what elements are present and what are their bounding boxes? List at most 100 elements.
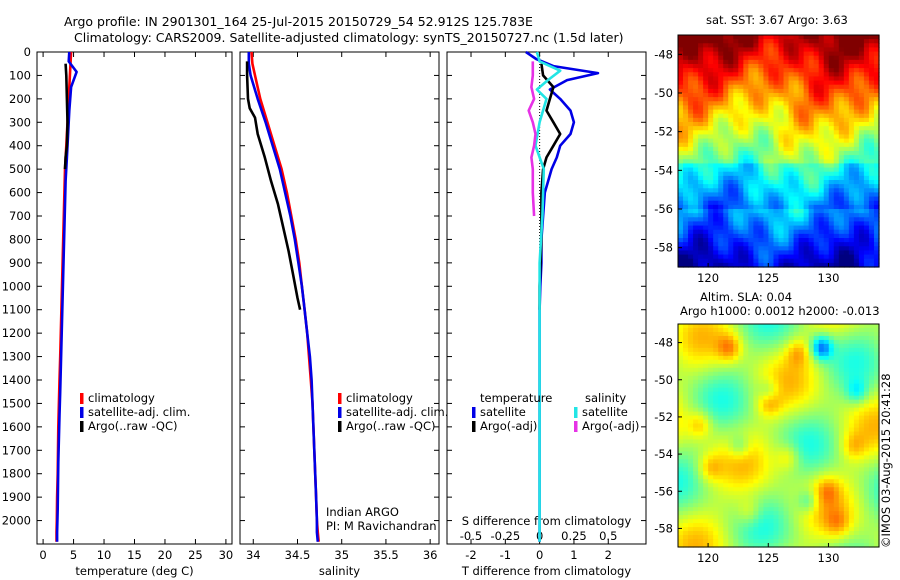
sst-map-cell [708, 39, 714, 44]
sla-map-cell [768, 327, 775, 333]
sst-map-cell [693, 84, 699, 90]
sla-map-cell [778, 487, 785, 492]
sla-map-cell [783, 351, 790, 357]
sst-map-cell [843, 105, 850, 111]
sst-map-cell [843, 117, 850, 123]
sst-map-cell [708, 184, 714, 189]
sst-map-cell [683, 109, 689, 115]
sst-map-cell [823, 213, 830, 218]
sla-map-cell [803, 523, 810, 528]
sst-map-cell [728, 192, 734, 198]
sst-map-cell [873, 80, 880, 86]
sla-map-cell [863, 387, 870, 393]
sst-map-cell [753, 35, 760, 40]
sla-map-cell [858, 523, 865, 528]
sla-map-cell [728, 367, 734, 373]
sla-map-cell [728, 347, 734, 353]
sla-map-cell [863, 539, 870, 544]
sla-map-cell [723, 439, 729, 445]
sst-map-cell [708, 35, 714, 40]
sst-map-cell [683, 155, 689, 160]
sst-map-cell [808, 59, 815, 65]
sst-map-cell [863, 159, 870, 165]
sst-map-cell [723, 163, 729, 169]
sla-map-cell [683, 459, 689, 464]
sst-map-cell [843, 196, 850, 202]
sla-map-cell [758, 539, 765, 544]
sst-map-cell [808, 242, 815, 247]
sst-map-cell [733, 101, 739, 107]
sla-map-cell [773, 355, 780, 361]
sst-map-cell [688, 196, 694, 202]
sla-map-cell [703, 387, 709, 393]
sla-map-cell [678, 403, 684, 409]
sla-map-cell [823, 347, 830, 353]
sla-map-ytick-label: -52 [654, 410, 673, 424]
sst-map-cell [858, 76, 865, 82]
sla-map-cell [798, 403, 805, 409]
sst-map-cell [758, 188, 765, 194]
sla-map-cell [733, 463, 739, 468]
sla-map-cell [743, 339, 749, 345]
sla-map-cell [773, 451, 780, 457]
sla-map-cell [713, 387, 719, 393]
sst-map-cell [738, 84, 744, 90]
sst-map-cell [708, 200, 714, 206]
sla-map-cell [823, 367, 830, 373]
sla-map-cell [853, 471, 860, 476]
sla-map-cell [818, 471, 825, 476]
sst-map-cell [808, 229, 815, 235]
sst-map-cell [693, 250, 699, 256]
sla-map-cell [738, 451, 744, 457]
sla-map-cell [723, 543, 729, 548]
salinity-series-line [245, 61, 302, 310]
sla-map-cell [793, 471, 800, 476]
sla-map-cell [768, 415, 775, 421]
sla-map-cell [843, 523, 850, 528]
sst-map-cell [743, 84, 749, 90]
sst-map-cell [873, 242, 880, 247]
sla-map-cell [738, 431, 744, 437]
sst-map-cell [683, 196, 689, 202]
sla-map-cell [813, 467, 820, 472]
sla-map-cell [868, 379, 875, 385]
sst-map-cell [773, 258, 780, 264]
sst-map-cell [803, 238, 810, 243]
sst-map-cell [698, 101, 704, 107]
sst-map-cell [693, 105, 699, 111]
sst-map-cell [753, 68, 760, 73]
sla-map-cell [748, 371, 754, 377]
sst-map-cell [818, 146, 825, 152]
sla-map-cell [858, 399, 865, 405]
sst-map-cell [788, 43, 795, 49]
sst-map-cell [868, 130, 875, 136]
sla-map-cell [763, 399, 770, 405]
sst-map-cell [868, 72, 875, 78]
sla-map-cell [818, 495, 825, 500]
sla-map-cell [823, 335, 830, 341]
sla-map-cell [848, 407, 855, 413]
sst-map-cell [708, 117, 714, 123]
sst-map-cell [813, 130, 820, 136]
sla-map-cell [798, 383, 805, 389]
sla-map-cell [858, 427, 865, 433]
sst-map-cell [768, 242, 775, 247]
sst-map-cells [678, 35, 880, 268]
sla-map-cell [743, 331, 749, 337]
sla-map-cell [713, 507, 719, 512]
sla-map-cell [683, 331, 689, 337]
sla-map-cell [738, 531, 744, 536]
sst-map-cell [728, 146, 734, 152]
sla-map-cell [748, 519, 754, 524]
sla-map-cell [713, 503, 719, 508]
sst-map-cell [813, 142, 820, 148]
sla-map-cell [848, 503, 855, 508]
sla-map-cell [733, 403, 739, 409]
sst-map-cell [853, 209, 860, 214]
sla-map-cell [703, 539, 709, 544]
sst-map-cell [723, 51, 729, 57]
sst-map-cell [793, 229, 800, 235]
sla-map-cell [678, 503, 684, 508]
sst-map-cell [803, 142, 810, 148]
sla-map-cell [773, 471, 780, 476]
